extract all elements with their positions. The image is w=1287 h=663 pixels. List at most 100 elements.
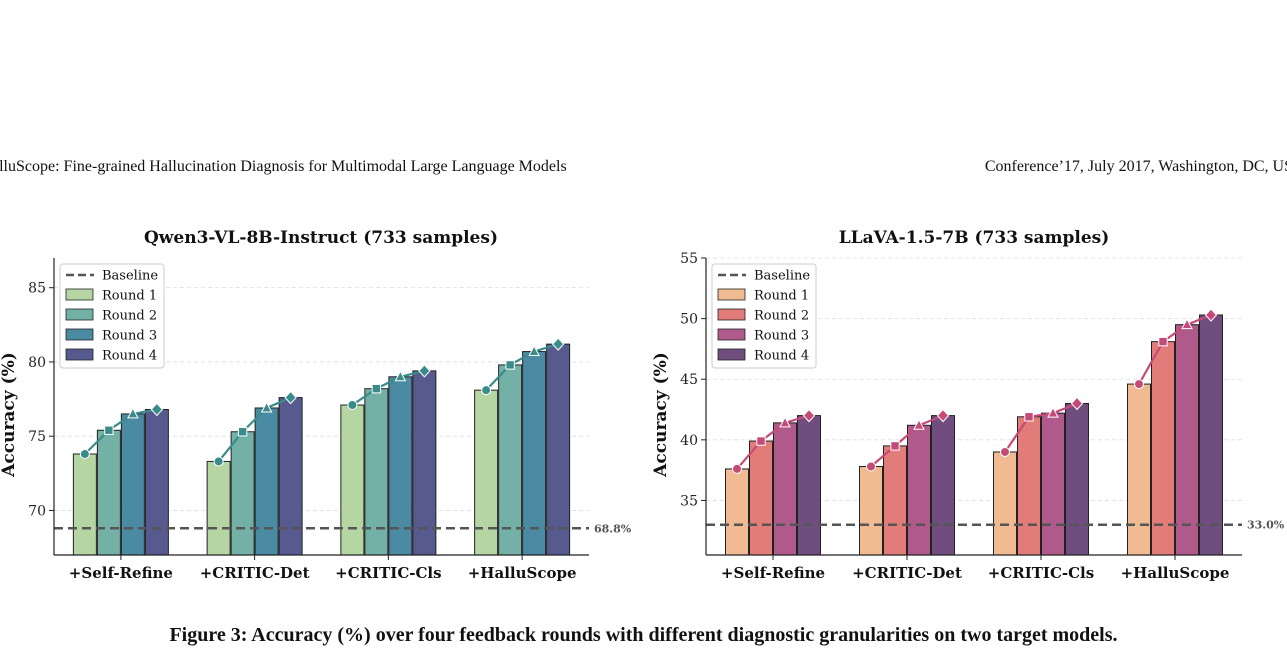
- trend-line: [485, 343, 559, 391]
- legend-swatch-round-2: [65, 308, 94, 321]
- trend-marker-circle: [481, 385, 492, 396]
- legend-swatch-round-1: [717, 288, 746, 301]
- figure-caption: Figure 3: Accuracy (%) over four feedbac…: [169, 624, 1118, 646]
- trend-marker-diamond: [802, 408, 816, 423]
- bar-round-1: [993, 451, 1017, 556]
- trend-line: [84, 408, 158, 455]
- trend-marker-circle: [1000, 446, 1010, 457]
- trend-marker-triangle: [779, 416, 791, 428]
- y-tick-label: 70: [28, 503, 46, 519]
- trend-marker-square: [1158, 336, 1168, 347]
- y-tick-label: 45: [680, 372, 698, 388]
- trend-marker-triangle: [260, 401, 273, 413]
- trend-marker-triangle: [528, 344, 540, 357]
- legend-label-round-2: Round 2: [102, 309, 157, 324]
- trend-marker-triangle: [127, 407, 139, 419]
- bar-round-4: [797, 415, 821, 556]
- bar-round-3: [522, 351, 547, 556]
- baseline-label: 68.8%: [594, 522, 632, 535]
- bar-round-3: [1041, 412, 1065, 556]
- y-tick-label: 75: [28, 429, 46, 445]
- trend-marker-diamond: [418, 364, 431, 378]
- x-tick-label: +CRITIC-Det: [200, 564, 310, 582]
- y-axis-label: Accuracy (%): [0, 352, 19, 478]
- running-header-left: alluScope: Fine-grained Hallucination Di…: [0, 158, 567, 175]
- y-axis-label: Accuracy (%): [651, 352, 671, 478]
- trend-marker-circle: [79, 449, 90, 460]
- trend-marker-diamond: [284, 390, 297, 405]
- chart-panel-1: Qwen3-VL-8B-Instruct (733 samples) 70 75 80…: [0, 228, 632, 582]
- x-tick-label: +CRITIC-Cls: [988, 564, 1094, 582]
- y-tick-label: 40: [680, 433, 698, 449]
- legend-label-round-1: Round 1: [754, 289, 809, 304]
- bar-round-4: [1199, 314, 1223, 556]
- bar-round-2: [96, 429, 121, 556]
- bar-round-2: [230, 431, 255, 556]
- trend-marker-diamond: [936, 408, 950, 423]
- bar-round-3: [254, 407, 279, 556]
- bar-round-1: [340, 404, 365, 556]
- bar-round-2: [364, 388, 389, 556]
- bar-round-4: [931, 415, 955, 556]
- bar-round-2: [1017, 416, 1041, 556]
- trend-marker-square: [1024, 412, 1034, 422]
- y-tick-label: 85: [28, 281, 46, 297]
- bar-round-3: [773, 422, 797, 556]
- running-header-right: Conference’17, July 2017, Washington, DC…: [984, 158, 1287, 175]
- trend-marker-diamond: [1204, 308, 1218, 322]
- y-tick-label: 50: [680, 312, 698, 328]
- legend-label-baseline: Baseline: [754, 269, 810, 284]
- legend-label-baseline: Baseline: [102, 269, 158, 284]
- trend-line: [217, 396, 292, 463]
- trend-marker-circle: [1134, 379, 1144, 390]
- bar-round-2: [498, 364, 523, 556]
- y-tick-label: 80: [28, 355, 46, 371]
- x-tick-label: +CRITIC-Det: [852, 564, 962, 582]
- trend-marker-triangle: [1047, 406, 1059, 418]
- trend-line: [1004, 402, 1078, 453]
- legend-label-round-3: Round 3: [102, 329, 157, 344]
- legend-label-round-3: Round 3: [754, 329, 809, 344]
- trend-marker-square: [237, 427, 248, 437]
- figure-charts: Qwen3-VL-8B-Instruct (733 samples) 70 75 80…: [0, 228, 1285, 582]
- bar-round-1: [206, 460, 231, 556]
- trend-line: [736, 414, 810, 470]
- bar-round-2: [883, 445, 907, 556]
- bar-round-3: [1175, 324, 1199, 556]
- trend-marker-triangle: [1181, 318, 1193, 330]
- bar-round-4: [278, 397, 303, 556]
- trend-marker-diamond: [150, 402, 164, 417]
- trend-marker-square: [890, 441, 900, 451]
- legend-label-round-4: Round 4: [102, 349, 157, 364]
- bar-round-4: [144, 408, 169, 556]
- bar-round-3: [120, 413, 145, 556]
- trend-marker-square: [371, 383, 382, 394]
- trend-marker-triangle: [913, 418, 925, 430]
- trend-line: [870, 414, 944, 468]
- bar-round-1: [859, 466, 883, 556]
- bar-round-1: [474, 389, 499, 556]
- bar-round-4: [546, 343, 571, 556]
- chart-title: LLaVA-1.5-7B (733 samples): [839, 228, 1110, 248]
- trend-marker-triangle: [394, 370, 407, 382]
- bar-round-2: [749, 440, 773, 556]
- trend-marker-square: [756, 436, 766, 446]
- trend-marker-circle: [732, 463, 742, 474]
- bar-round-1: [725, 468, 749, 556]
- y-tick-label: 55: [680, 251, 698, 267]
- legend-swatch-round-4: [65, 348, 94, 361]
- x-tick-label: +HalluScope: [1121, 564, 1230, 582]
- bar-round-3: [907, 424, 931, 556]
- chart-title: Qwen3-VL-8B-Instruct (733 samples): [144, 228, 498, 248]
- baseline-label: 33.0%: [1247, 519, 1285, 532]
- x-tick-label: +CRITIC-Cls: [335, 564, 441, 582]
- legend-label-round-1: Round 1: [102, 289, 157, 304]
- legend-swatch-round-3: [717, 328, 746, 341]
- chart-panel-2: LLaVA-1.5-7B (733 samples) 35 40 45 50 55 Accu…: [651, 228, 1285, 582]
- trend-line: [351, 369, 425, 406]
- bar-round-1: [1127, 383, 1151, 556]
- legend-swatch-round-1: [65, 288, 94, 301]
- legend-label-round-4: Round 4: [754, 349, 809, 364]
- trend-line: [1138, 313, 1212, 385]
- legend-swatch-round-2: [717, 308, 746, 321]
